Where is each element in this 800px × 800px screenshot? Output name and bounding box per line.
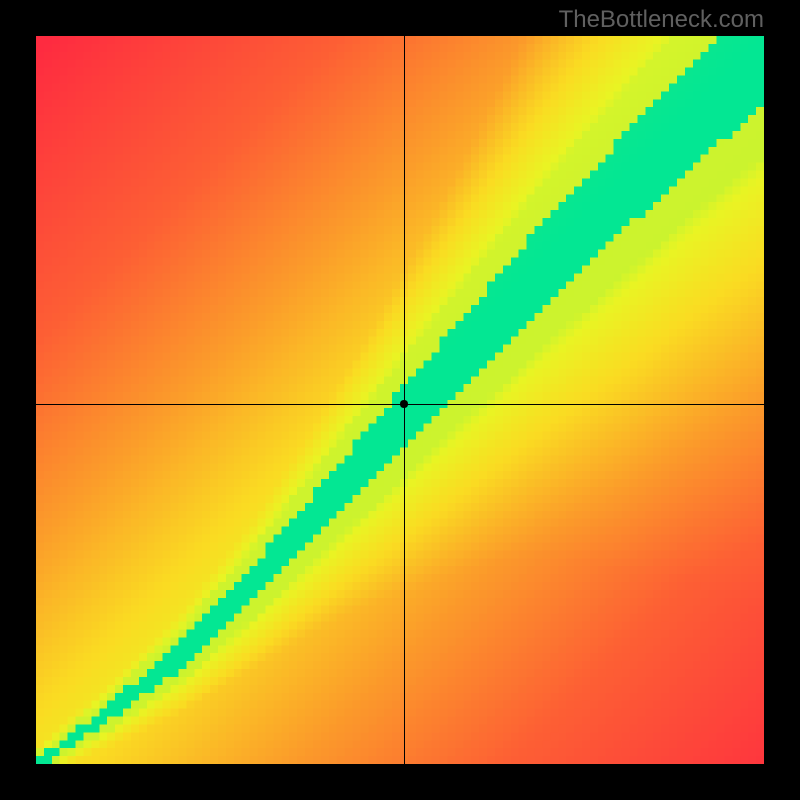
- watermark-text: TheBottleneck.com: [559, 6, 764, 34]
- plot-area: [36, 36, 764, 764]
- crosshair-marker: [399, 399, 409, 409]
